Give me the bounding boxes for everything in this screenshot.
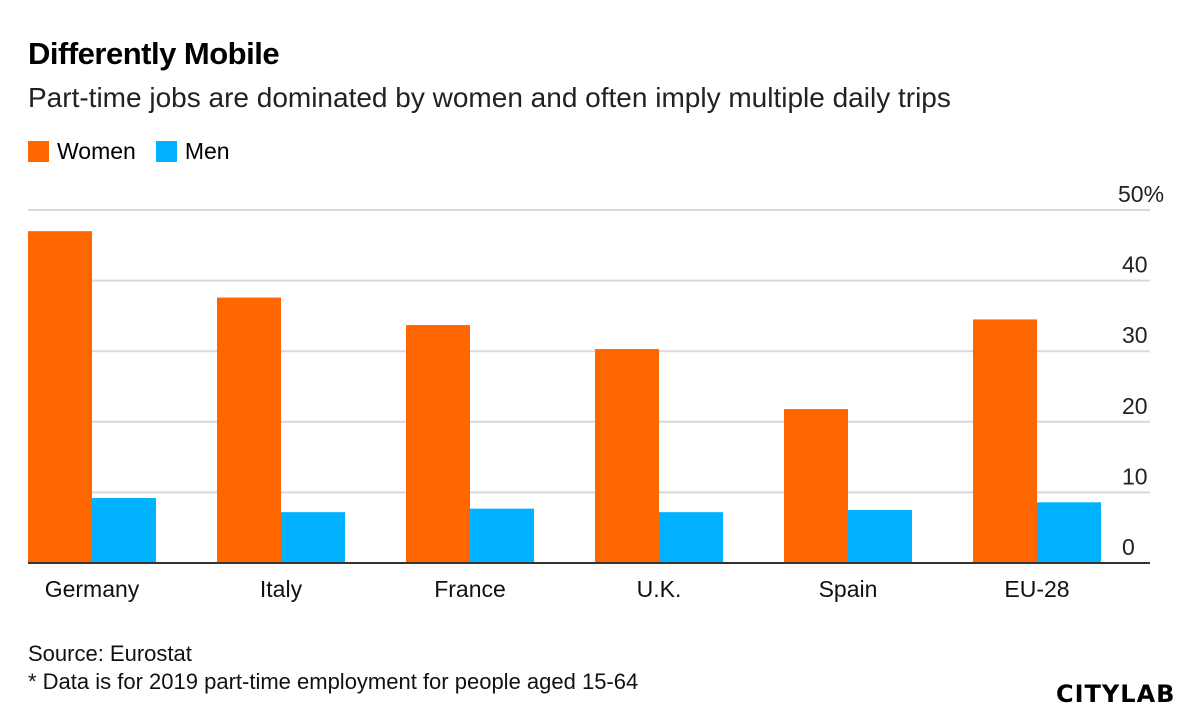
bar-men-spain [848, 510, 912, 563]
y-tick-label: 50% [1118, 181, 1164, 207]
bar-women-spain [784, 409, 848, 563]
y-tick-label: 20 [1122, 393, 1148, 419]
bar-men-germany [92, 498, 156, 563]
bar-women-germany [28, 231, 92, 563]
bar-men-eu-28 [1037, 502, 1101, 563]
bar-women-eu-28 [973, 319, 1037, 563]
x-tick-label: Spain [819, 576, 878, 602]
legend-label-men: Men [184, 138, 230, 164]
chart-legend: Women Men [28, 138, 250, 165]
bar-men-italy [281, 512, 345, 563]
bar-women-u-k- [595, 349, 659, 563]
bar-women-italy [217, 297, 281, 563]
y-tick-label: 40 [1122, 252, 1148, 278]
x-tick-label: Italy [260, 576, 303, 602]
bar-men-u-k- [659, 512, 723, 563]
y-tick-label: 10 [1122, 463, 1148, 489]
x-tick-label: U.K. [637, 576, 682, 602]
source-note: Source: Eurostat [28, 641, 192, 666]
x-tick-label: France [434, 576, 506, 602]
x-tick-label: EU-28 [1004, 576, 1069, 602]
legend-item-women: Women [28, 138, 136, 165]
legend-swatch-women [28, 141, 49, 162]
legend-label-women: Women [57, 138, 136, 164]
bar-men-france [470, 508, 534, 563]
chart-title: Differently Mobile [28, 36, 280, 71]
bar-women-france [406, 325, 470, 563]
legend-swatch-men [155, 141, 177, 162]
y-tick-label: 0 [1122, 534, 1135, 560]
legend-item-men: Men [155, 138, 230, 165]
citylab-logo: CITYLAB [1056, 680, 1176, 708]
chart-subtitle: Part-time jobs are dominated by women an… [28, 82, 951, 113]
x-tick-label: Germany [45, 576, 140, 602]
y-tick-label: 30 [1122, 322, 1148, 348]
footnote: * Data is for 2019 part-time employment … [28, 669, 639, 694]
